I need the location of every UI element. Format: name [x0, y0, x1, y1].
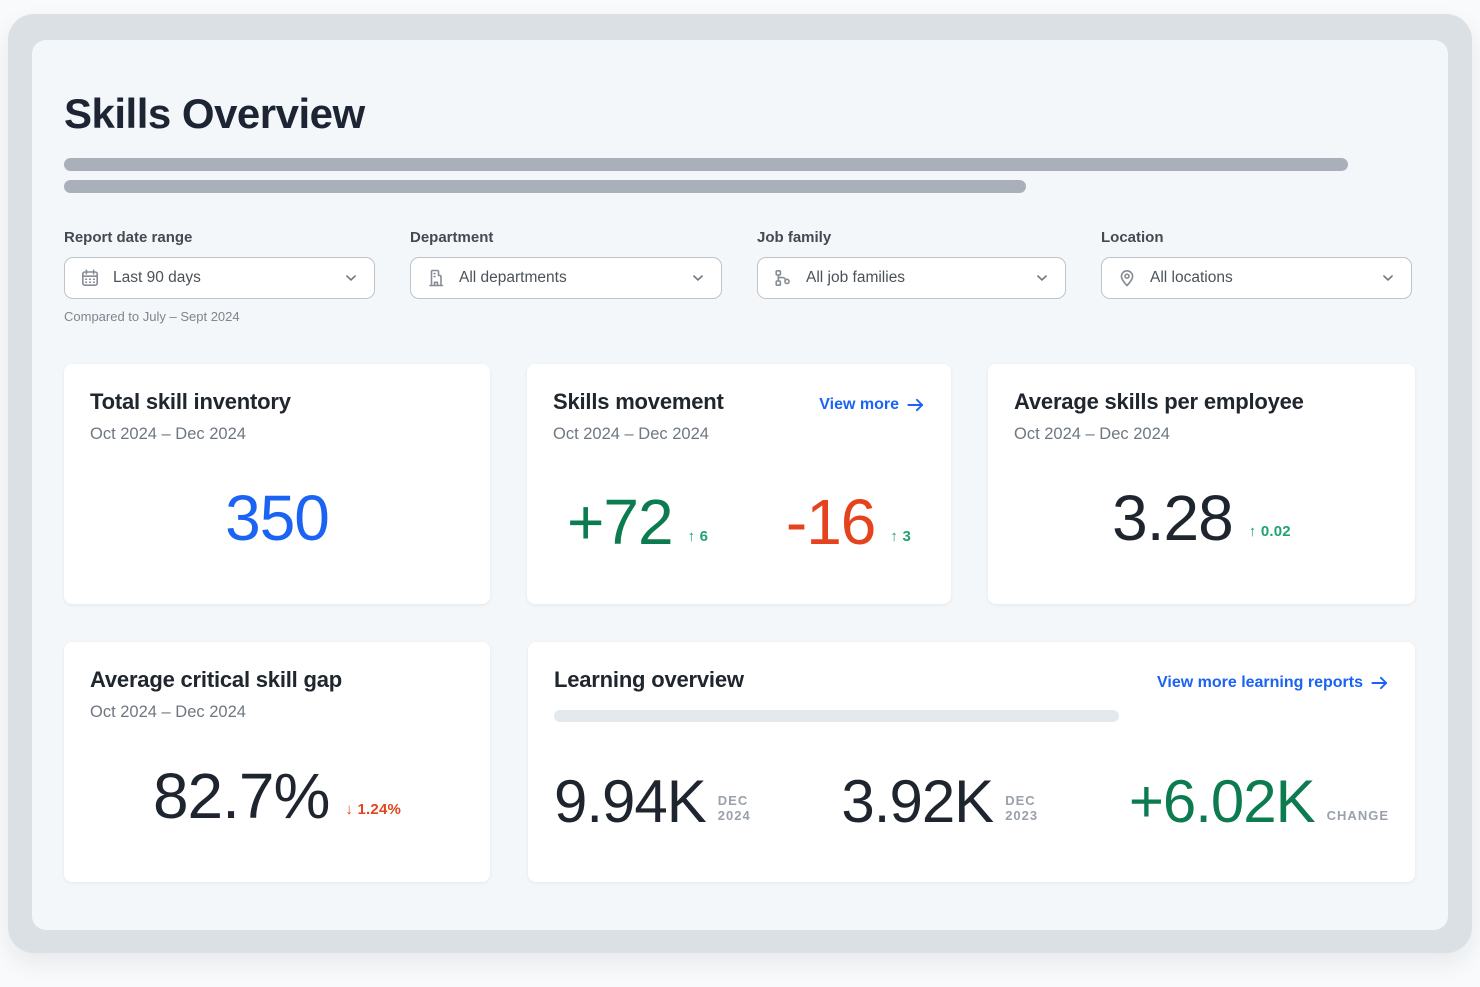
- learning-metric-change: +6.02K CHANGE: [1129, 772, 1389, 832]
- skills-gained-value: +72: [567, 486, 674, 558]
- dashboard-panel: Skills Overview Report date range: [32, 40, 1448, 930]
- card-title: Average skills per employee: [1014, 389, 1304, 414]
- card-title: Learning overview: [554, 667, 744, 692]
- critical-skill-gap-value: 82.7%: [152, 760, 330, 832]
- learning-previous-value: 3.92K: [841, 768, 994, 835]
- critical-skill-gap-delta-value: 1.24%: [357, 801, 402, 818]
- avg-skills-delta: ↑ 0.02: [1249, 523, 1291, 540]
- department-label: Department: [410, 229, 494, 246]
- department-select[interactable]: All departments: [410, 257, 722, 299]
- card-title: Skills movement: [553, 389, 724, 414]
- learning-change-label: CHANGE: [1326, 808, 1389, 823]
- view-more-label: View more: [819, 396, 899, 413]
- filter-date-range: Report date range L: [64, 229, 375, 324]
- learning-metric-current: 9.94K DEC 2024: [554, 772, 783, 832]
- skills-lost-delta-value: 3: [902, 528, 911, 545]
- chevron-down-icon: [1379, 269, 1397, 287]
- date-range-label: Report date range: [64, 229, 193, 246]
- skills-lost-metric: -16 ↑ 3: [786, 490, 911, 554]
- location-value: All locations: [1150, 269, 1233, 286]
- chevron-down-icon: [342, 269, 360, 287]
- filter-bar: Report date range L: [64, 229, 1416, 324]
- arrow-up-icon: ↑: [890, 528, 899, 545]
- filter-location: Location All locations: [1101, 229, 1412, 324]
- arrow-up-icon: ↑: [687, 528, 696, 545]
- learning-previous-label: DEC 2023: [1005, 793, 1039, 823]
- view-more-link[interactable]: View more: [819, 396, 925, 414]
- date-range-select[interactable]: Last 90 days: [64, 257, 375, 299]
- arrow-right-icon: [906, 397, 925, 413]
- arrow-up-icon: ↑: [1248, 523, 1257, 540]
- chevron-down-icon: [1033, 269, 1051, 287]
- skills-gained-metric: +72 ↑ 6: [567, 490, 708, 554]
- skills-lost-value: -16: [785, 486, 876, 558]
- calendar-icon: [80, 268, 100, 288]
- location-pin-icon: [1117, 268, 1137, 288]
- job-family-select[interactable]: All job families: [757, 257, 1066, 299]
- skills-lost-delta: ↑ 3: [890, 528, 911, 545]
- metric-cards: Total skill inventory Oct 2024 – Dec 202…: [64, 364, 1416, 882]
- org-hierarchy-icon: [773, 268, 793, 288]
- compare-note: Compared to July – Sept 2024: [64, 309, 240, 324]
- building-icon: [426, 268, 446, 288]
- card-period: Oct 2024 – Dec 2024: [1014, 425, 1170, 443]
- app-frame: Skills Overview Report date range: [8, 14, 1472, 953]
- skills-gained-delta: ↑ 6: [688, 528, 709, 545]
- date-range-value: Last 90 days: [113, 269, 201, 286]
- card-period: Oct 2024 – Dec 2024: [90, 425, 246, 443]
- avg-skills-delta-value: 0.02: [1260, 523, 1291, 540]
- filter-job-family: Job family All job families: [757, 229, 1066, 324]
- chevron-down-icon: [689, 269, 707, 287]
- title-skeleton-bar-1: [64, 158, 1348, 171]
- total-skill-inventory-value: 350: [225, 482, 330, 554]
- title-skeleton-bar-2: [64, 180, 1026, 193]
- avg-skills-value: 3.28: [1112, 482, 1234, 554]
- department-value: All departments: [459, 269, 567, 286]
- card-period: Oct 2024 – Dec 2024: [90, 703, 246, 721]
- filter-department: Department All departments: [410, 229, 722, 324]
- card-avg-skills-per-employee: Average skills per employee Oct 2024 – D…: [988, 364, 1415, 604]
- card-total-skill-inventory: Total skill inventory Oct 2024 – Dec 202…: [64, 364, 490, 604]
- critical-skill-gap-delta: ↓ 1.24%: [345, 801, 401, 818]
- learning-current-label: DEC 2024: [717, 793, 751, 823]
- learning-metric-previous: 3.92K DEC 2023: [841, 772, 1070, 832]
- card-learning-overview: Learning overview View more learning rep…: [528, 642, 1415, 882]
- learning-current-value: 9.94K: [554, 768, 707, 835]
- card-period: Oct 2024 – Dec 2024: [553, 425, 709, 443]
- arrow-right-icon: [1370, 675, 1389, 691]
- card-title: Average critical skill gap: [90, 667, 343, 692]
- location-label: Location: [1101, 229, 1164, 246]
- location-select[interactable]: All locations: [1101, 257, 1412, 299]
- skills-gained-delta-value: 6: [699, 528, 709, 545]
- page-title: Skills Overview: [64, 90, 365, 137]
- learning-metrics: 9.94K DEC 2024 3.92K DEC 2023 +6.02K CHA…: [554, 772, 1389, 832]
- card-avg-critical-skill-gap: Average critical skill gap Oct 2024 – De…: [64, 642, 490, 882]
- view-more-learning-reports-link[interactable]: View more learning reports: [1157, 674, 1389, 692]
- view-more-learning-label: View more learning reports: [1157, 674, 1363, 691]
- learning-skeleton-bar: [554, 710, 1119, 722]
- card-title: Total skill inventory: [90, 389, 291, 414]
- job-family-value: All job families: [806, 269, 906, 286]
- job-family-label: Job family: [757, 229, 832, 246]
- card-skills-movement: Skills movement View more Oct 2024 – Dec…: [527, 364, 951, 604]
- learning-change-value: +6.02K: [1128, 768, 1316, 835]
- arrow-down-icon: ↓: [345, 801, 354, 818]
